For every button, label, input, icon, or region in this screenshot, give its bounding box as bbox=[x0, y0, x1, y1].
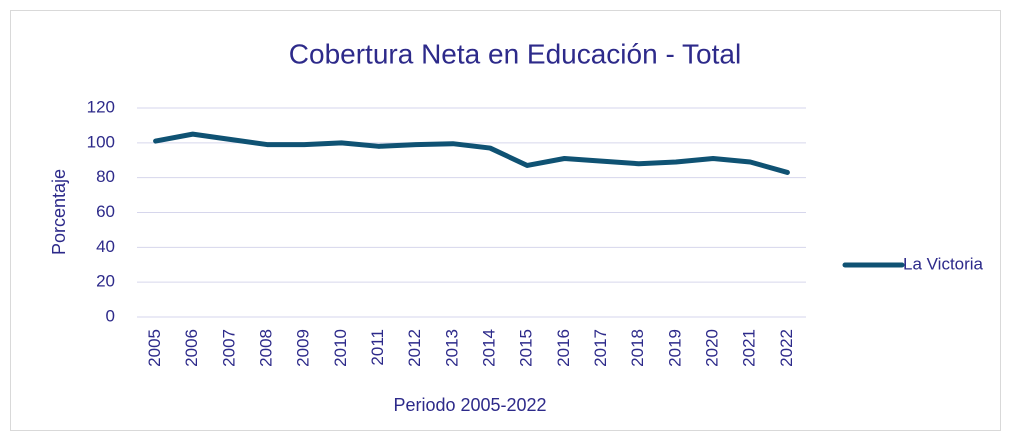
x-tick-label: 2016 bbox=[554, 329, 573, 367]
x-tick-label: 2011 bbox=[368, 329, 387, 366]
y-tick-label: 60 bbox=[96, 202, 115, 221]
x-tick-label: 2013 bbox=[442, 329, 461, 367]
x-tick-label: 2012 bbox=[405, 329, 424, 367]
x-tick-label: 2021 bbox=[740, 329, 759, 367]
x-tick-label: 2006 bbox=[182, 329, 201, 367]
x-tick-label: 2009 bbox=[294, 329, 313, 367]
chart-title: Cobertura Neta en Educación - Total bbox=[289, 38, 741, 69]
y-tick-label: 20 bbox=[96, 272, 115, 291]
x-tick-label: 2008 bbox=[257, 329, 276, 367]
x-tick-label: 2007 bbox=[219, 329, 238, 367]
y-tick-label: 40 bbox=[96, 237, 115, 256]
y-tick-label: 120 bbox=[87, 97, 115, 116]
x-tick-label: 2018 bbox=[628, 329, 647, 367]
x-axis-label: Periodo 2005-2022 bbox=[393, 395, 546, 415]
x-tick-label: 2022 bbox=[777, 329, 796, 367]
line-series bbox=[153, 131, 790, 175]
y-tick-label: 80 bbox=[96, 167, 115, 186]
x-tick-label: 2010 bbox=[331, 329, 350, 367]
y-axis-label: Porcentaje bbox=[49, 169, 69, 255]
legend-label: La Victoria bbox=[903, 254, 984, 273]
x-tick-label: 2019 bbox=[665, 329, 684, 367]
y-tick-label: 100 bbox=[87, 132, 115, 151]
y-tick-label: 0 bbox=[106, 306, 115, 325]
x-tick-label: 2015 bbox=[517, 329, 536, 367]
chart-border bbox=[10, 10, 1001, 431]
x-tick-label: 2005 bbox=[145, 329, 164, 367]
x-tick-label: 2014 bbox=[480, 329, 499, 367]
x-tick-label: 2020 bbox=[703, 329, 722, 367]
x-tick-label: 2017 bbox=[591, 329, 610, 367]
